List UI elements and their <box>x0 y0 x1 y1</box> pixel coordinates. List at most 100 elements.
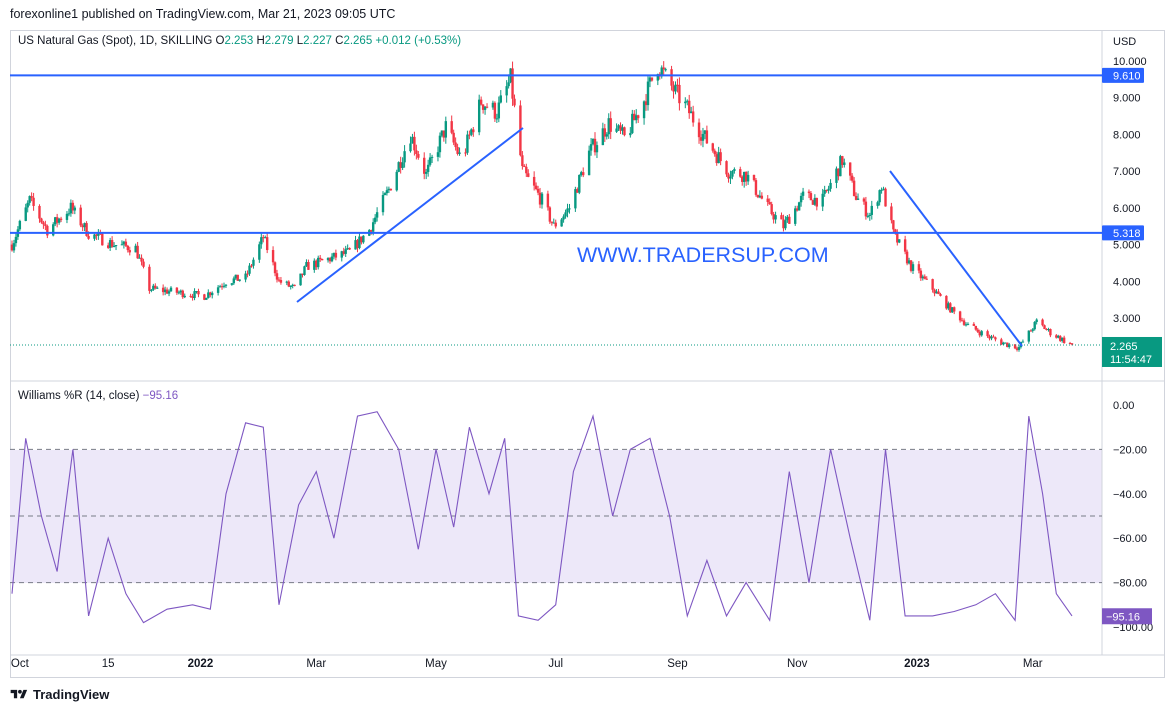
time-axis-label: Mar <box>306 658 326 670</box>
candle-body <box>768 202 771 205</box>
candle-body <box>14 236 18 244</box>
candle-body <box>234 274 237 279</box>
publish-info: forexonline1 published on TradingView.co… <box>10 7 396 21</box>
candle-body <box>52 224 55 236</box>
candle-body <box>177 292 181 294</box>
candle-body <box>32 197 35 206</box>
candle-body <box>727 174 730 179</box>
candle-body <box>854 195 858 200</box>
candle-body <box>399 162 402 168</box>
candle-body <box>821 193 824 207</box>
candle-body <box>1027 330 1031 342</box>
candle-body <box>725 161 728 175</box>
candle-body <box>574 189 577 209</box>
candle-body <box>646 81 650 106</box>
candle-body <box>839 156 842 177</box>
candle-body <box>807 191 811 194</box>
candle-body <box>334 252 338 258</box>
candle-body <box>595 145 599 153</box>
candle-body <box>511 68 514 99</box>
candle-body <box>1031 329 1034 331</box>
candle-body <box>744 171 748 182</box>
candle-body <box>218 286 222 288</box>
candle-body <box>921 276 925 279</box>
candle-body <box>988 336 991 339</box>
candle-body <box>770 204 773 215</box>
candle-body <box>731 171 734 177</box>
time-axis-label: May <box>425 658 447 670</box>
footer-brand[interactable]: TradingView <box>10 687 109 702</box>
price-axis-label: 7.000 <box>1113 166 1141 178</box>
candle-body <box>894 229 897 233</box>
candle-body <box>994 337 997 340</box>
candle-body <box>978 331 981 336</box>
chart-frame <box>10 30 1165 678</box>
candle-body <box>305 262 308 267</box>
candle-body <box>318 257 322 260</box>
candle-body <box>676 84 679 86</box>
candle-body <box>328 258 332 262</box>
candle-body <box>931 279 934 290</box>
candle-body <box>356 240 359 249</box>
candle-body <box>801 191 805 196</box>
candle-body <box>428 157 432 165</box>
candle-body <box>326 258 330 261</box>
candle-body <box>138 257 141 259</box>
candle-body <box>411 136 414 144</box>
candle-body <box>552 222 555 224</box>
candle-body <box>440 130 444 136</box>
currency-label: USD <box>1113 36 1136 48</box>
candle-body <box>766 198 769 203</box>
candle-body <box>383 193 387 195</box>
candle-body <box>925 278 928 280</box>
wpr-axis-label: −20.00 <box>1113 444 1147 456</box>
candle-body <box>38 205 41 219</box>
candle-body <box>97 233 100 236</box>
candle-body <box>110 240 114 247</box>
candle-body <box>1015 348 1019 350</box>
candle-body <box>12 243 16 251</box>
candle-body <box>939 294 942 296</box>
candle-body <box>772 214 775 220</box>
candle-body <box>289 285 292 287</box>
candle-body <box>633 113 636 121</box>
candle-body <box>120 244 124 246</box>
candle-body <box>852 180 856 196</box>
price-axis-label: 6.000 <box>1113 203 1141 215</box>
candle-body <box>827 188 830 191</box>
candle-body <box>444 121 448 138</box>
candle-body <box>739 169 742 177</box>
candle-body <box>126 245 130 251</box>
low-label: L <box>296 35 304 47</box>
candle-body <box>729 176 732 179</box>
candle-body <box>248 265 251 274</box>
candle-body <box>85 223 88 236</box>
candle-body <box>67 213 71 215</box>
candle-body <box>848 162 852 176</box>
candle-body <box>24 207 27 221</box>
candle-body <box>291 284 294 286</box>
trendline-up[interactable] <box>296 127 524 303</box>
trendline-down[interactable] <box>889 170 1023 347</box>
candle-body <box>686 100 689 102</box>
change-value: +0.012 (+0.53%) <box>375 35 462 47</box>
candle-body <box>207 292 210 298</box>
candle-body <box>244 273 247 280</box>
candle-body <box>635 115 638 121</box>
candle-body <box>472 129 475 133</box>
candle-body <box>252 259 255 266</box>
candle-body <box>483 106 487 110</box>
candle-body <box>587 150 591 176</box>
candle-body <box>211 292 214 296</box>
candle-body <box>167 291 171 294</box>
candle-body <box>1017 347 1021 350</box>
candle-body <box>360 236 363 243</box>
candle-body <box>617 125 620 129</box>
wpr-series-line <box>11 411 1073 624</box>
candle-body <box>754 180 758 195</box>
candle-body <box>870 205 873 215</box>
candle-body <box>1049 329 1052 336</box>
candle-body <box>271 250 275 263</box>
candle-body <box>538 192 542 205</box>
